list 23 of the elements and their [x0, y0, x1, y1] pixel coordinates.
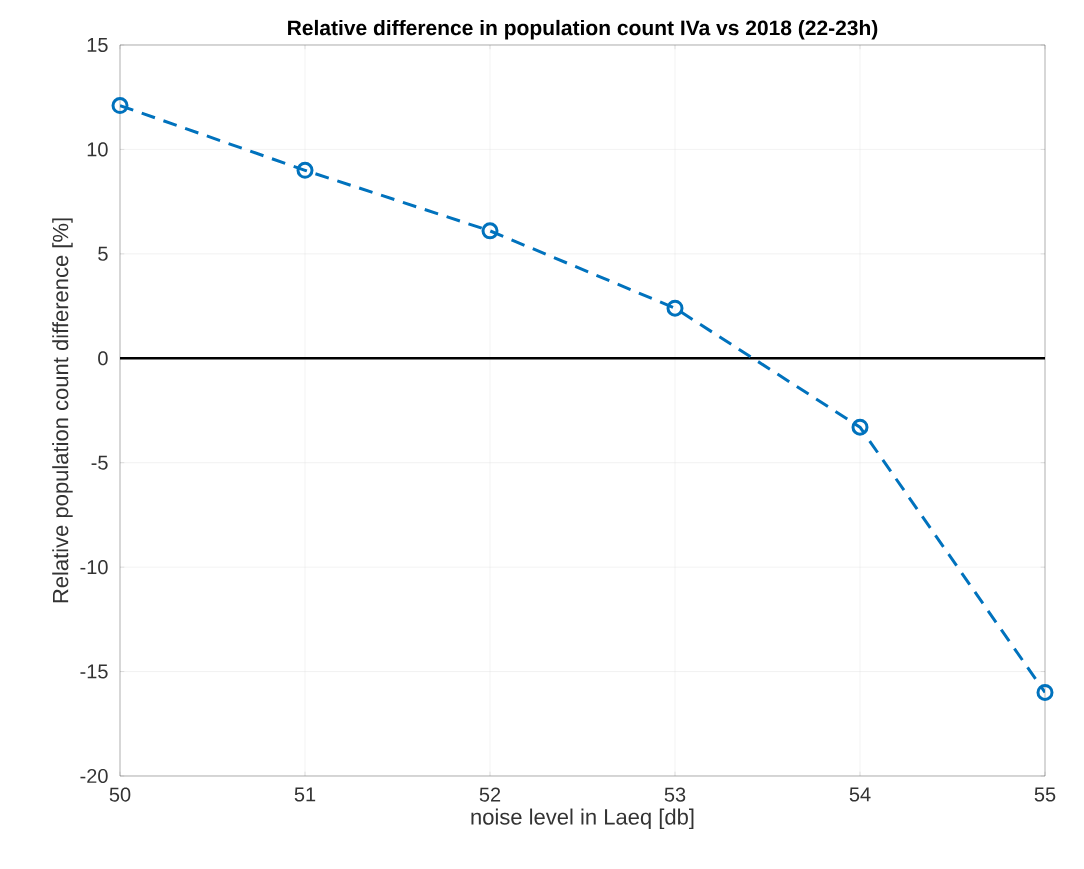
x-tick-label: 52 [479, 787, 501, 802]
y-tick-label: 5 [98, 246, 108, 261]
y-axis-title: Relative population count difference [%] [52, 218, 73, 603]
point [851, 418, 869, 436]
y-tick-label: 10 [87, 142, 108, 157]
y-tick-label: -10 [80, 560, 108, 575]
point [481, 222, 499, 240]
x-tick-label: 54 [849, 787, 871, 802]
y-tick-label: 0 [98, 351, 108, 366]
point [296, 161, 314, 179]
point [1036, 683, 1054, 701]
y-tick-label: 15 [87, 38, 108, 52]
x-tick-label: 55 [1034, 787, 1056, 802]
x-tick-label: 53 [664, 787, 686, 802]
y-tick-label: -5 [91, 455, 108, 470]
chart-title: Relative difference in population count IVa vs 2018 (22-23h) [288, 19, 878, 40]
y-tick-label: -15 [80, 664, 108, 679]
point [666, 299, 684, 317]
x-tick-label: 51 [294, 787, 316, 802]
x-tick-label: 50 [109, 787, 131, 802]
point [111, 97, 129, 115]
x-axis-title: noise level in Laeq [db] [471, 808, 694, 830]
y-tick-label: -20 [80, 768, 108, 784]
